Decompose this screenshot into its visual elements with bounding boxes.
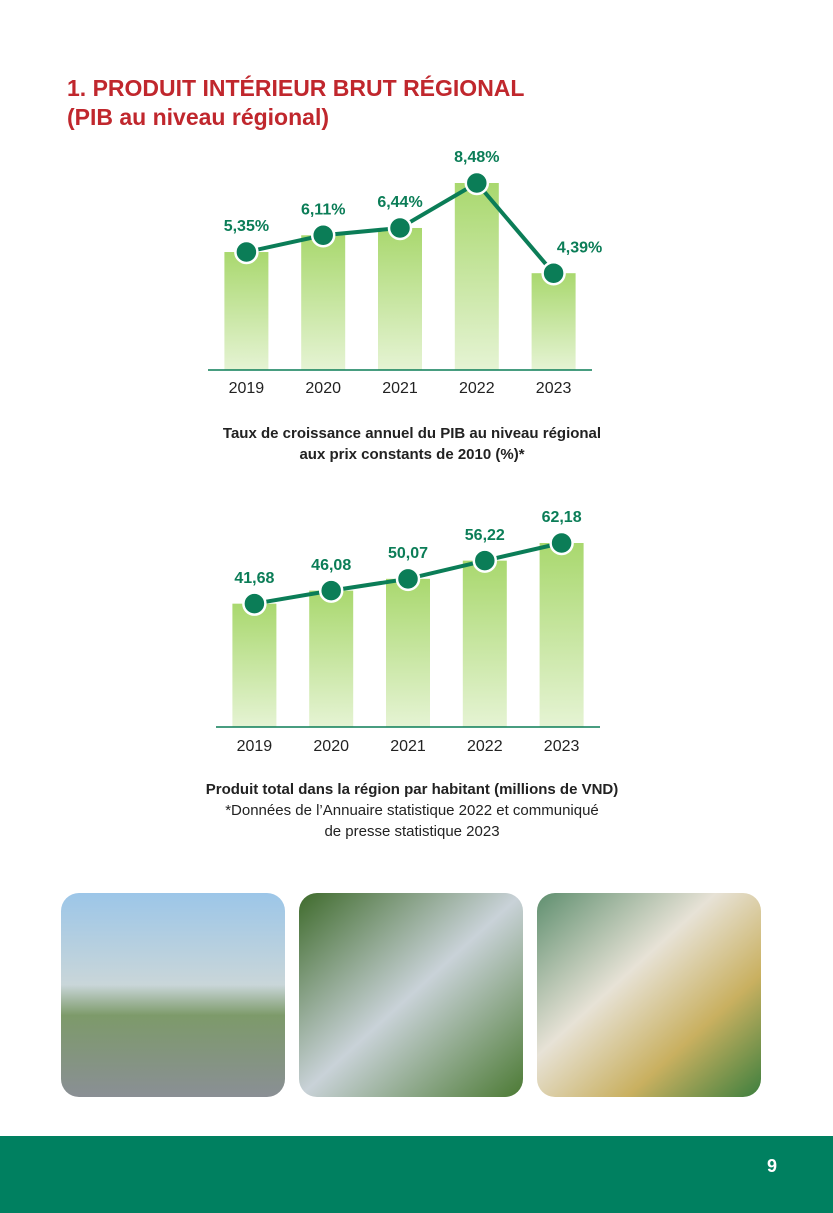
chart-note: *Données de l’Annuaire statistique 2022 …: [225, 802, 599, 819]
point: [310, 223, 336, 248]
value-label: 5,35%: [224, 218, 269, 235]
x-tick-label: 2023: [544, 738, 580, 755]
bar: [539, 543, 584, 727]
x-tick-label: 2022: [467, 738, 503, 755]
bar: [232, 603, 277, 727]
point: [234, 239, 259, 265]
page-number: 9: [767, 1156, 777, 1176]
value-label: 8,48%: [454, 149, 499, 166]
bar: [531, 273, 576, 370]
value-label: 62,18: [542, 509, 582, 526]
bar: [386, 578, 430, 727]
value-label: 56,22: [465, 527, 505, 544]
x-tick-label: 2022: [459, 380, 495, 397]
value-label: 6,44%: [377, 194, 422, 211]
bar: [378, 227, 422, 370]
photo: [537, 893, 761, 1097]
x-tick-label: 2023: [536, 380, 572, 397]
bar: [301, 235, 346, 370]
value-label: 4,39%: [557, 239, 602, 256]
point: [395, 566, 421, 592]
x-tick-label: 2020: [313, 738, 349, 755]
point: [387, 215, 413, 241]
point: [472, 548, 498, 573]
point: [318, 578, 344, 603]
section-title: 1. PRODUIT INTÉRIEUR BRUT RÉGIONAL: [67, 74, 524, 101]
point: [549, 530, 574, 556]
x-tick-label: 2019: [237, 738, 273, 755]
point: [541, 260, 566, 286]
bar: [309, 590, 354, 727]
section-subtitle: (PIB au niveau régional): [67, 104, 329, 130]
x-tick-label: 2021: [390, 738, 426, 755]
x-tick-label: 2020: [305, 380, 341, 397]
x-tick-label: 2021: [382, 380, 418, 397]
value-label: 6,11%: [301, 201, 345, 218]
point: [242, 591, 267, 616]
value-label: 50,07: [388, 545, 428, 562]
x-tick-label: 2019: [229, 380, 265, 397]
charts: 2019 2020 2021 2022 2023 5,35% 6,11% 6,44% 8,48%…: [206, 149, 619, 840]
bar: [462, 560, 507, 727]
photo: [299, 893, 523, 1097]
value-label: 41,68: [234, 570, 274, 587]
value-label: 46,08: [311, 557, 351, 574]
chart-caption: aux prix constants de 2010 (%)*: [299, 446, 524, 463]
footer-band: [0, 1136, 833, 1213]
bar: [224, 252, 269, 370]
chart-caption: Produit total dans la région par habitan…: [206, 781, 619, 798]
point: [464, 170, 490, 196]
bar: [454, 183, 499, 370]
chart-note: de presse statistique 2023: [324, 823, 499, 840]
chart-caption: Taux de croissance annuel du PIB au nive…: [223, 425, 601, 442]
photo: [61, 893, 285, 1097]
